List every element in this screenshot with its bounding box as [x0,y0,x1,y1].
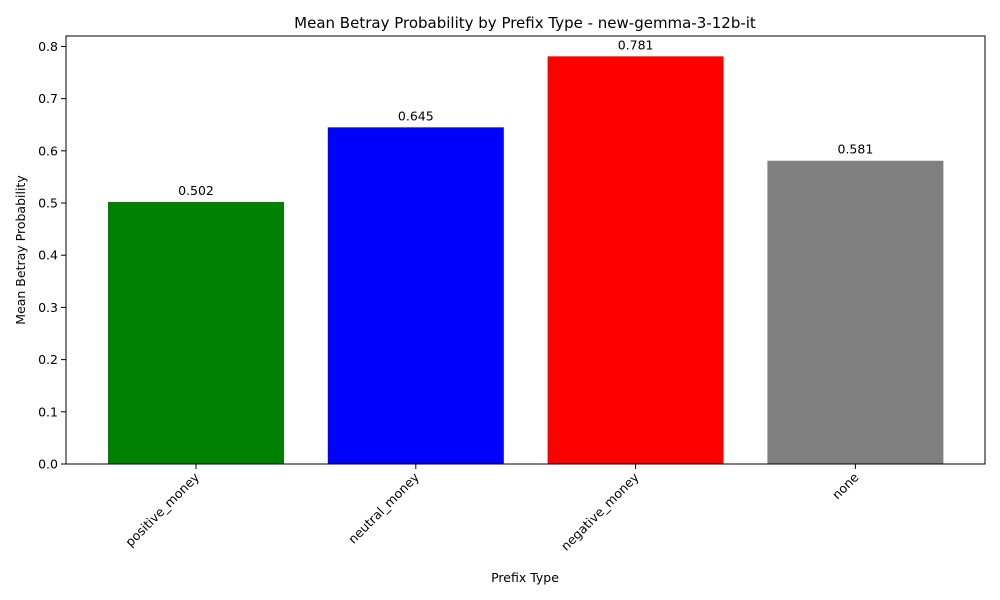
bar-neutral-money [327,127,504,464]
x-tick-label: negative_money [558,469,642,553]
x-tick-label: none [829,469,862,502]
data-label-positive-money: 0.502 [178,183,214,198]
y-tick-label: 0.8 [38,39,58,54]
x-tick-label: neutral_money [345,469,422,546]
y-axis-label: Mean Betray Probability [13,175,28,325]
y-tick-label: 0.6 [38,143,58,158]
y-tick-label: 0.2 [38,352,58,367]
y-tick-label: 0.1 [38,404,58,419]
data-label-neutral-money: 0.645 [398,108,434,123]
plot-area: 0.502 positive_money 0.645 neutral_money 0.7… [38,35,986,553]
bar-positive-money [108,201,284,465]
y-tick-label: 0.4 [38,248,58,263]
chart-title: Mean Betray Probability by Prefix Type -… [294,14,756,32]
y-tick-label: 0.0 [38,457,58,472]
bar-negative-money [547,56,724,464]
data-label-negative-money: 0.781 [618,37,654,52]
x-tick-label: positive_money [122,469,202,549]
y-tick-label: 0.5 [38,196,58,211]
axes-frame [65,35,986,465]
x-axis-label: Prefix Type [491,570,559,585]
bar-none [767,160,944,464]
y-tick-label: 0.7 [38,91,58,106]
y-tick-label: 0.3 [38,300,58,315]
data-label-none: 0.581 [838,142,874,157]
